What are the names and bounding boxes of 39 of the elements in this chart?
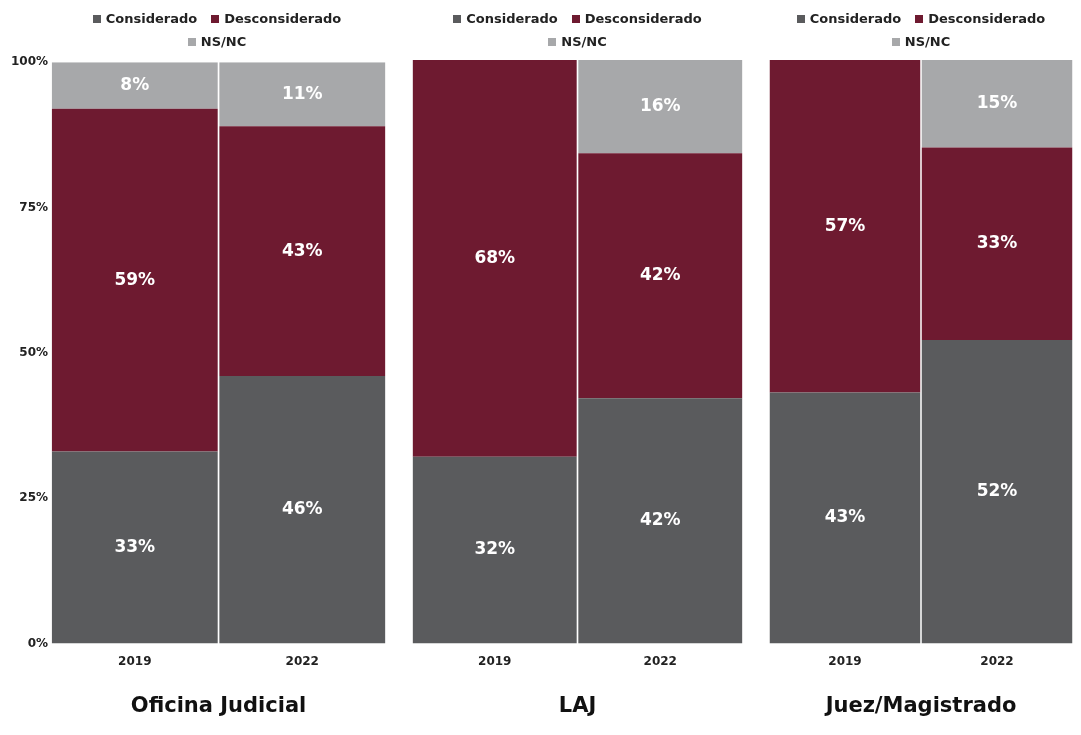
data-label: 59%: [114, 268, 156, 289]
data-label: 16%: [639, 95, 681, 116]
data-label: 43%: [824, 506, 866, 527]
x-axis-title: LAJ: [558, 692, 597, 717]
data-label: 33%: [114, 535, 156, 556]
data-label: 52%: [976, 480, 1018, 501]
y-tick-label: 0%: [27, 635, 49, 650]
legend-label: Considerado: [105, 11, 198, 26]
y-tick-label: 75%: [19, 199, 49, 214]
y-tick-label: 100%: [10, 54, 49, 69]
data-label: 42%: [639, 264, 681, 285]
legend-label: NS/NC: [200, 34, 247, 49]
y-tick-label: 50%: [19, 344, 49, 359]
x-axis-title: Oficina Judicial: [130, 692, 307, 717]
x-tick-label: 2022: [285, 653, 319, 668]
data-label: 32%: [474, 538, 516, 559]
x-axis-title: Juez/Magistrado: [823, 692, 1017, 717]
data-label: 8%: [120, 73, 150, 94]
x-tick-label: 2019: [118, 653, 152, 668]
data-label: 15%: [976, 92, 1018, 113]
data-label: 33%: [976, 232, 1018, 253]
legend-label: Desconsiderado: [224, 11, 342, 26]
data-label: 43%: [281, 239, 323, 260]
data-label: 57%: [824, 214, 866, 235]
x-tick-label: 2019: [828, 653, 862, 668]
legend-label: Desconsiderado: [584, 11, 702, 26]
data-label: 68%: [474, 246, 516, 267]
data-label: 42%: [639, 509, 681, 530]
legend-label: Desconsiderado: [928, 11, 1046, 26]
x-tick-label: 2022: [980, 653, 1014, 668]
y-tick-label: 25%: [19, 490, 49, 505]
legend-label: NS/NC: [904, 34, 951, 49]
data-label: 46%: [281, 498, 323, 519]
legend-label: Considerado: [466, 11, 558, 26]
x-tick-label: 2019: [478, 653, 512, 668]
legend-label: Considerado: [809, 11, 902, 26]
data-label: 11%: [281, 82, 323, 103]
legend-label: NS/NC: [561, 34, 607, 49]
x-tick-label: 2022: [643, 653, 677, 668]
